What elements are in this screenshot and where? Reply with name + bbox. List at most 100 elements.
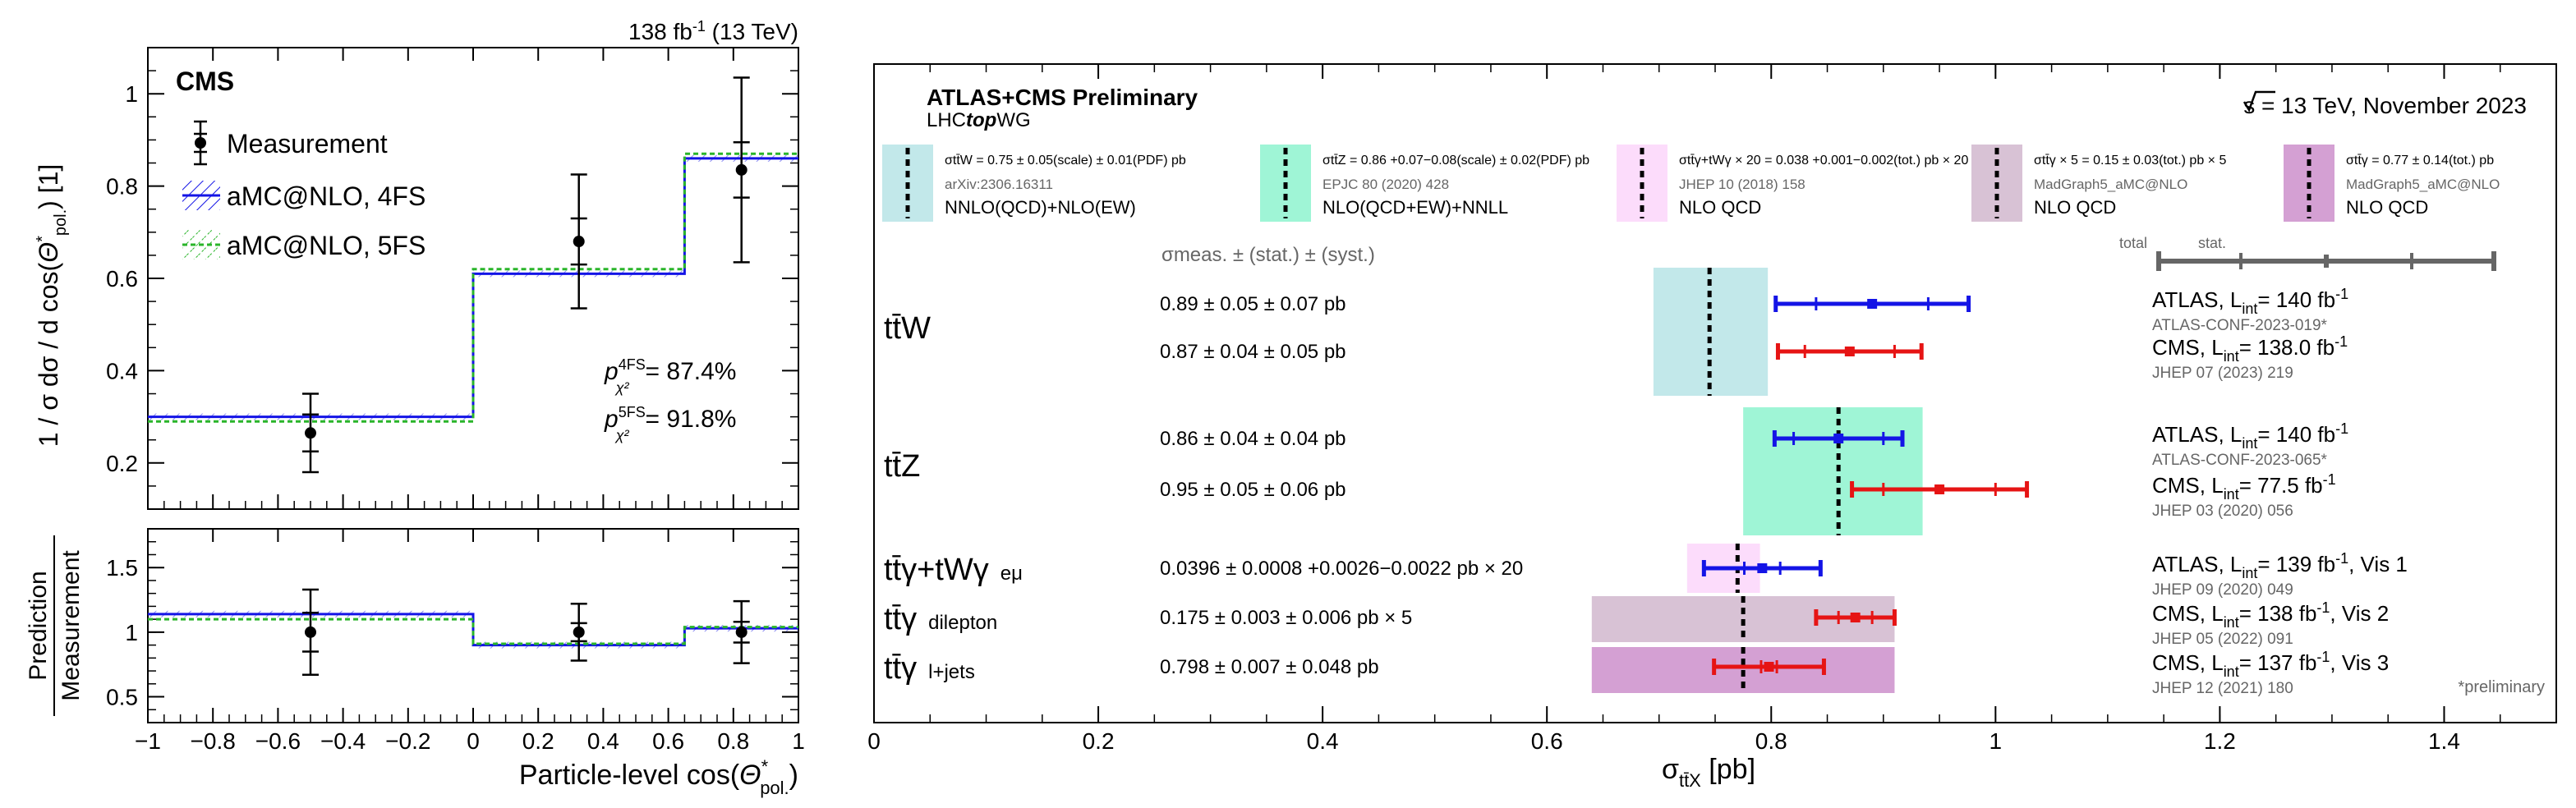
pvalue-5fs: p5FS χ²= 91.8% xyxy=(604,404,736,443)
measurement-value-text: 0.86 ± 0.04 ± 0.04 pb xyxy=(1160,428,1346,450)
process-label: tt̄Z xyxy=(884,449,920,484)
theory-legend-order: NNLO(QCD)+NLO(EW) xyxy=(945,197,1136,218)
legend-4fs: aMC@NLO, 4FS xyxy=(182,181,426,211)
y-tick-label-top: 0.6 xyxy=(106,266,138,292)
reference-label: JHEP 03 (2020) 056 xyxy=(2152,503,2293,520)
measurement-point xyxy=(305,427,316,439)
ratio-point xyxy=(735,626,748,638)
measurement-marker xyxy=(1850,613,1861,622)
summary-title: ATLAS+CMS Preliminary xyxy=(927,85,1198,110)
experiment-lumi: CMS, Lint= 138.0 fb-1 xyxy=(2152,333,2348,365)
x-tick-label: −0.4 xyxy=(320,728,366,754)
x-ticks: −1 −0.8 −0.6 −0.4 −0.2 0 0.2 0.4 0.6 0.8 1 xyxy=(135,48,805,754)
y-tick-label-ratio: 1.5 xyxy=(106,555,138,581)
process-labels: tt̄W tt̄Z tt̄γ+tWγ eμ tt̄γ dilepton tt̄γ l+jets xyxy=(884,311,1023,686)
key-stat-label: stat. xyxy=(2198,235,2226,251)
x-tick-label: 1 xyxy=(792,728,805,754)
y-axis-label-ratio-den: Measurement xyxy=(58,550,85,701)
measurement-marker xyxy=(1934,484,1945,494)
experiment-lumi: ATLAS, Lint= 139 fb-1, Vis 1 xyxy=(2152,550,2408,581)
experiment-lumi: ATLAS, Lint= 140 fb-1 xyxy=(2152,286,2348,317)
experiment-label: CMS xyxy=(176,67,234,96)
experiment-lumi: CMS, Lint= 138 fb-1, Vis 2 xyxy=(2152,599,2389,631)
ratio-point xyxy=(573,626,585,638)
y-ticks-top: 0.2 0.4 0.6 0.8 1 xyxy=(106,70,798,487)
y-tick-label-top: 1 xyxy=(125,81,138,107)
reference-label: JHEP 05 (2022) 091 xyxy=(2152,631,2293,648)
summary-x-tick-label: 0.2 xyxy=(1083,728,1115,754)
x-tick-label: −0.2 xyxy=(385,728,430,754)
experiment-lumi: CMS, Lint= 77.5 fb-1 xyxy=(2152,471,2336,503)
theory-legend-order: NLO(QCD+EW)+NNLL xyxy=(1322,197,1508,218)
theory-legend: σtt̄W = 0.75 ± 0.05(scale) ± 0.01(PDF) p… xyxy=(882,145,2500,222)
process-label: tt̄W xyxy=(884,311,931,346)
y-tick-label-top: 0.2 xyxy=(106,451,138,476)
summary-x-tick-label: 0.4 xyxy=(1307,728,1339,754)
theory-band xyxy=(1743,407,1923,535)
measurement-point xyxy=(573,236,585,248)
theory-legend-formula: σtt̄Z = 0.86 +0.07−0.08(scale) ± 0.02(PD… xyxy=(1322,154,1589,168)
x-tick-label: −0.6 xyxy=(255,728,301,754)
measurement-marker xyxy=(1867,299,1878,309)
process-label: tt̄γ+tWγ eμ xyxy=(884,553,1023,587)
y-tick-label-ratio: 1 xyxy=(125,620,138,645)
reference-label: ATLAS-CONF-2023-065* xyxy=(2152,452,2328,469)
experiment-lumi: CMS, Lint= 137 fb-1, Vis 3 xyxy=(2152,649,2389,680)
theory-legend-ref: MadGraph5_aMC@NLO xyxy=(2034,177,2187,192)
ratio-point xyxy=(305,626,316,638)
error-key: total stat. xyxy=(2119,235,2496,271)
y-axis-label-top: 1 / σ dσ / d cos(Θ*pol.) [1] xyxy=(34,164,70,448)
measurement-points xyxy=(302,76,750,677)
summary-x-tick-label: 1.2 xyxy=(2204,728,2236,754)
legend-measurement-label: Measurement xyxy=(227,129,388,158)
cms-differential-chart: 138 fb-1 (13 TeV) −1 −0.8 −0.6 −0.4 −0.2 0 0.2… xyxy=(25,18,805,798)
experiment-lumi: ATLAS, Lint= 140 fb-1 xyxy=(2152,420,2348,452)
reference-label: ATLAS-CONF-2023-019* xyxy=(2152,317,2328,334)
theory-legend-ref: MadGraph5_aMC@NLO xyxy=(2346,177,2500,192)
theory-legend-formula: σtt̄γ = 0.77 ± 0.14(tot.) pb xyxy=(2346,154,2494,168)
summary-x-tick-label: 0.6 xyxy=(1531,728,1563,754)
theory-legend-ref: arXiv:2306.16311 xyxy=(945,177,1053,192)
x-tick-label: 0 xyxy=(467,728,480,754)
summary-x-tick-label: 1.4 xyxy=(2428,728,2460,754)
sqrt-sign-icon xyxy=(2242,90,2275,112)
atlas-cms-summary-chart: 0 0.2 0.4 0.6 0.8 1 1.2 1.4 ATLAS+CMS Prelimina… xyxy=(867,63,2557,791)
x-axis-label: Particle-level cos(Θ* pol.) xyxy=(519,756,798,798)
measurement-value-text: 0.175 ± 0.003 ± 0.006 pb × 5 xyxy=(1160,607,1412,629)
theory-bands xyxy=(1591,268,1923,693)
process-label: tt̄γ dilepton xyxy=(884,602,997,636)
theory-legend-order: NLO QCD xyxy=(2346,197,2428,218)
reference-label: JHEP 09 (2020) 049 xyxy=(2152,581,2293,599)
measurement-point xyxy=(735,163,748,176)
theory-legend-formula: σtt̄γ+tWγ × 20 = 0.038 +0.001−0.002(tot.… xyxy=(1679,154,1968,168)
measurement-rows: 0.89 ± 0.05 ± 0.07 pb ATLAS, Lint= 140 fb… xyxy=(1160,286,2408,697)
x-tick-label: 0.8 xyxy=(717,728,749,754)
measurement-value-text: 0.0396 ± 0.0008 +0.0026−0.0022 pb × 20 xyxy=(1160,558,1523,580)
summary-x-ticks: 0 0.2 0.4 0.6 0.8 1 1.2 1.4 xyxy=(867,64,2501,754)
predictions xyxy=(148,152,798,649)
summary-subtitle: LHCtopWG xyxy=(927,109,1031,131)
measurement-value-text: 0.87 ± 0.04 ± 0.05 pb xyxy=(1160,341,1346,363)
process-label: tt̄γ l+jets xyxy=(884,651,975,686)
x-tick-label: −0.8 xyxy=(191,728,236,754)
legend-4fs-label: aMC@NLO, 4FS xyxy=(227,181,426,211)
measurement-value-text: 0.89 ± 0.05 ± 0.07 pb xyxy=(1160,293,1346,315)
legend-measurement: Measurement xyxy=(194,120,388,166)
y-axis-label-ratio-num: Prediction xyxy=(25,571,52,680)
preliminary-note: *preliminary xyxy=(2458,678,2545,696)
legend-5fs: aMC@NLO, 5FS xyxy=(182,230,426,260)
y-tick-label-top: 0.8 xyxy=(106,174,138,200)
y-ticks-ratio: 0.5 1 1.5 xyxy=(106,540,798,711)
column-header: σmeas. ± (stat.) ± (syst.) xyxy=(1162,244,1375,266)
x-tick-label: 0.4 xyxy=(587,728,619,754)
measurement-marker xyxy=(1844,347,1855,356)
measurement-marker xyxy=(1757,563,1768,573)
measurement-marker xyxy=(1764,662,1774,672)
reference-label: JHEP 07 (2023) 219 xyxy=(2152,365,2293,382)
measurement-value-text: 0.798 ± 0.007 ± 0.048 pb xyxy=(1160,656,1379,678)
key-total-label: total xyxy=(2119,235,2147,251)
reference-label: JHEP 12 (2021) 180 xyxy=(2152,680,2293,697)
theory-legend-ref: JHEP 10 (2018) 158 xyxy=(1679,177,1806,192)
theory-legend-order: NLO QCD xyxy=(2034,197,2116,218)
